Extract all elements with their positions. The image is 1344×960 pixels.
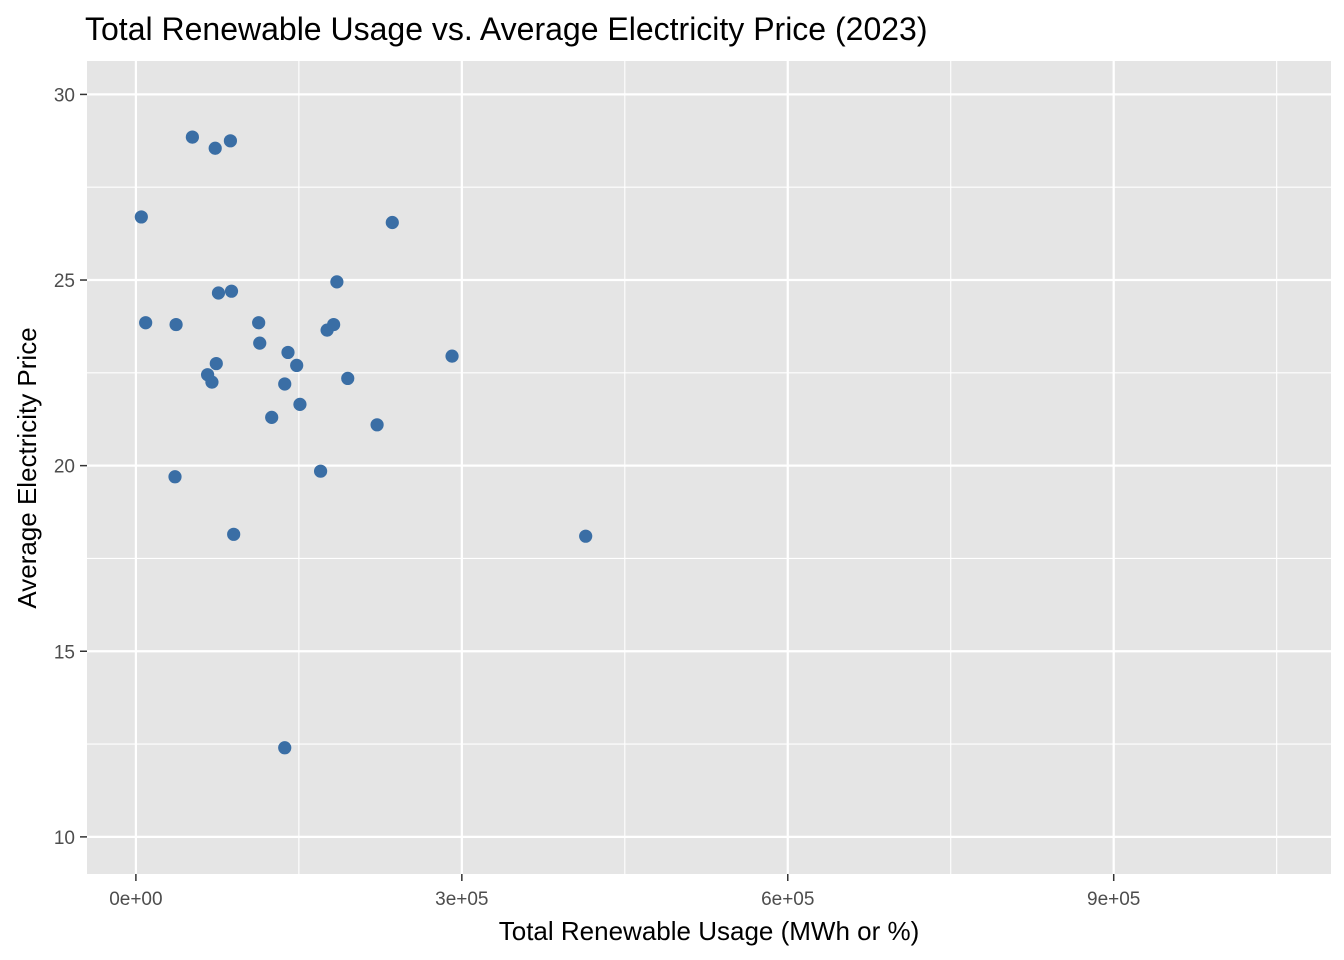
y-tick-label: 30 (54, 85, 75, 106)
data-point (281, 345, 295, 360)
data-point (330, 275, 344, 289)
major-gridlines (87, 61, 1331, 874)
data-point (579, 529, 593, 543)
y-tick-label: 20 (54, 457, 75, 478)
plot-panel (87, 61, 1331, 874)
x-axis-title: Total Renewable Usage (MWh or %) (499, 916, 920, 946)
data-point (169, 317, 183, 332)
data-point (223, 134, 238, 148)
y-tick-label: 25 (54, 271, 75, 292)
data-point (252, 316, 266, 330)
data-point (385, 215, 399, 230)
data-point (227, 527, 241, 541)
x-tick-label: 3e+05 (435, 889, 488, 910)
data-point (341, 371, 355, 386)
data-point (224, 284, 239, 298)
y-tick-label: 10 (54, 828, 75, 849)
data-point (209, 356, 223, 371)
y-tick-label: 15 (54, 642, 75, 663)
y-axis-title: Average Electricity Price (12, 327, 42, 608)
x-axis: 0e+00 3e+05 6e+05 9e+05 (109, 874, 1140, 910)
x-tick-label: 0e+00 (109, 889, 162, 910)
data-point (211, 286, 226, 300)
data-point (205, 375, 219, 389)
data-point (290, 358, 304, 373)
x-tick-label: 6e+05 (761, 889, 814, 910)
minor-gridlines (87, 61, 1331, 874)
data-point (293, 397, 307, 411)
data-point (278, 377, 292, 391)
data-point (208, 141, 222, 155)
data-point (253, 336, 267, 350)
chart-title: Total Renewable Usage vs. Average Electr… (85, 11, 927, 47)
data-points (134, 130, 593, 755)
x-tick-label: 9e+05 (1087, 889, 1140, 910)
data-point (278, 741, 292, 755)
data-point (139, 316, 153, 330)
data-point (445, 349, 459, 363)
data-point (168, 470, 182, 484)
data-point (134, 210, 148, 224)
data-point (313, 464, 328, 478)
data-point (185, 130, 199, 144)
data-point (327, 317, 341, 332)
data-point (370, 418, 384, 432)
y-axis: 10 15 20 25 30 (54, 85, 87, 849)
data-point (265, 410, 279, 424)
